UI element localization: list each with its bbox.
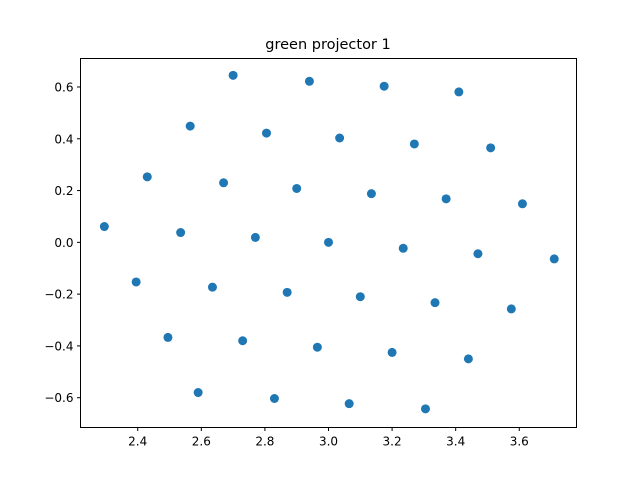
y-tick-label: 0.2	[54, 184, 73, 198]
data-point	[344, 399, 354, 409]
data-point	[387, 347, 397, 357]
x-tick-label: 2.4	[128, 435, 147, 449]
x-tick-label: 2.8	[255, 435, 274, 449]
x-tick-label: 3.6	[510, 435, 529, 449]
data-point	[219, 178, 229, 188]
data-point	[250, 232, 260, 242]
data-point	[335, 133, 345, 143]
x-axis-ticks: 2.4 2.6 2.8 3.0 3.2 3.4 3.6	[128, 427, 529, 449]
data-point	[506, 304, 516, 314]
data-point	[473, 249, 483, 259]
data-point	[420, 404, 430, 414]
y-tick-label: −0.4	[44, 339, 73, 353]
data-point	[228, 70, 238, 80]
x-tick-label: 3.4	[446, 435, 465, 449]
y-tick-label: 0.4	[54, 132, 73, 146]
data-point	[131, 277, 141, 287]
y-axis-ticks: −0.6 −0.4 −0.2 0.0 0.2 0.4 0.6	[44, 80, 81, 405]
data-point	[185, 121, 195, 131]
data-point	[324, 237, 333, 247]
data-point	[238, 336, 248, 346]
data-point	[366, 189, 376, 199]
y-tick-label: −0.2	[44, 288, 73, 302]
axes-frame	[80, 58, 577, 428]
data-point	[441, 194, 451, 204]
x-tick-label: 3.0	[319, 435, 338, 449]
data-point	[355, 292, 365, 302]
data-point	[262, 128, 271, 138]
data-point	[409, 139, 419, 149]
data-point	[549, 254, 559, 264]
data-point	[517, 199, 527, 209]
data-point	[163, 332, 173, 342]
y-tick-label: 0.0	[54, 236, 73, 250]
data-point	[304, 76, 314, 86]
data-point	[142, 172, 152, 182]
data-point	[398, 243, 408, 253]
y-tick-label: 0.6	[54, 80, 73, 94]
x-tick-label: 3.2	[383, 435, 402, 449]
data-point	[292, 183, 302, 193]
data-point	[430, 298, 440, 308]
data-points	[99, 70, 559, 414]
data-point	[282, 287, 292, 297]
chart-title: green projector 1	[265, 37, 390, 53]
x-tick-label: 2.6	[192, 435, 211, 449]
data-point	[379, 81, 389, 91]
data-point	[486, 143, 496, 153]
y-tick-label: −0.6	[44, 391, 73, 405]
data-point	[176, 228, 186, 238]
data-point	[193, 388, 203, 398]
data-point	[99, 222, 109, 232]
data-point	[312, 342, 322, 352]
data-point	[463, 354, 473, 364]
data-point	[269, 393, 279, 403]
data-point	[454, 87, 464, 97]
data-point	[207, 282, 217, 292]
